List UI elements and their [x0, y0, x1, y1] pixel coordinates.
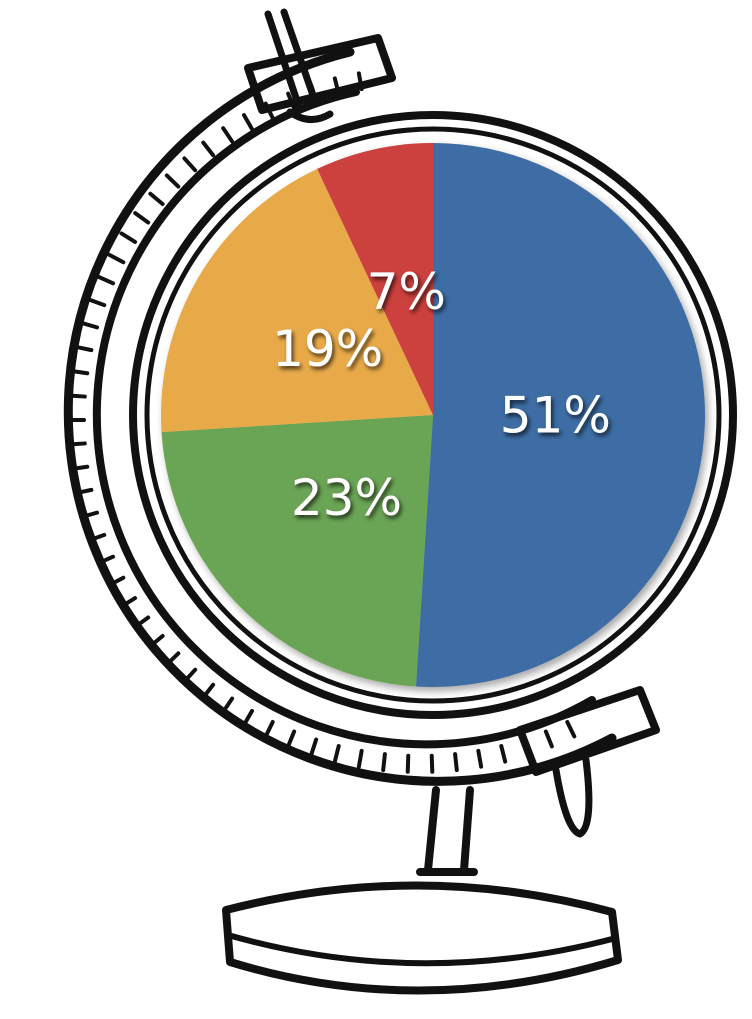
ring-tick [184, 158, 195, 170]
ring-tick [546, 732, 552, 747]
ring-tick [82, 323, 97, 327]
ring-tick [383, 754, 385, 770]
slice-label: 7% [367, 263, 446, 321]
ring-tick [288, 732, 294, 747]
slice-label: 51% [500, 386, 611, 444]
ring-tick [408, 756, 409, 772]
ring-tick [203, 143, 213, 156]
ring-tick [69, 443, 85, 444]
pie-slice [162, 415, 433, 686]
ring-tick [223, 699, 232, 712]
ring-tick [121, 233, 135, 241]
ring-tick [335, 746, 339, 762]
ring-tick [359, 751, 362, 767]
ring-tick [501, 746, 505, 762]
slice-label: 19% [272, 320, 383, 378]
ring-tick [311, 740, 316, 755]
ring-tick [76, 347, 92, 350]
ring-tick [89, 300, 104, 305]
ring-tick [567, 722, 574, 736]
ring-tick [98, 277, 113, 284]
stand-base-edge [228, 935, 616, 963]
ring-tick [359, 73, 362, 89]
ring-tick [244, 711, 252, 725]
ring-tick [71, 467, 87, 469]
stand-post [420, 790, 474, 872]
bottom-pin [556, 760, 589, 834]
ring-tick [244, 115, 252, 129]
ring-tick [478, 751, 481, 767]
stand-base [226, 885, 618, 990]
ring-tick [109, 255, 123, 263]
pie [161, 143, 705, 687]
ring-tick [432, 756, 433, 772]
chart: 51% 23% 19%7% [0, 0, 752, 1019]
ring-tick [167, 175, 179, 186]
ring-tick [71, 371, 87, 373]
ring-tick [150, 194, 162, 204]
ring-tick [135, 213, 148, 222]
ring-tick [266, 722, 273, 736]
ring-tick [223, 128, 232, 141]
slice-label: 23% [291, 469, 402, 527]
ring-tick [455, 754, 457, 770]
ring-tick [69, 395, 85, 396]
